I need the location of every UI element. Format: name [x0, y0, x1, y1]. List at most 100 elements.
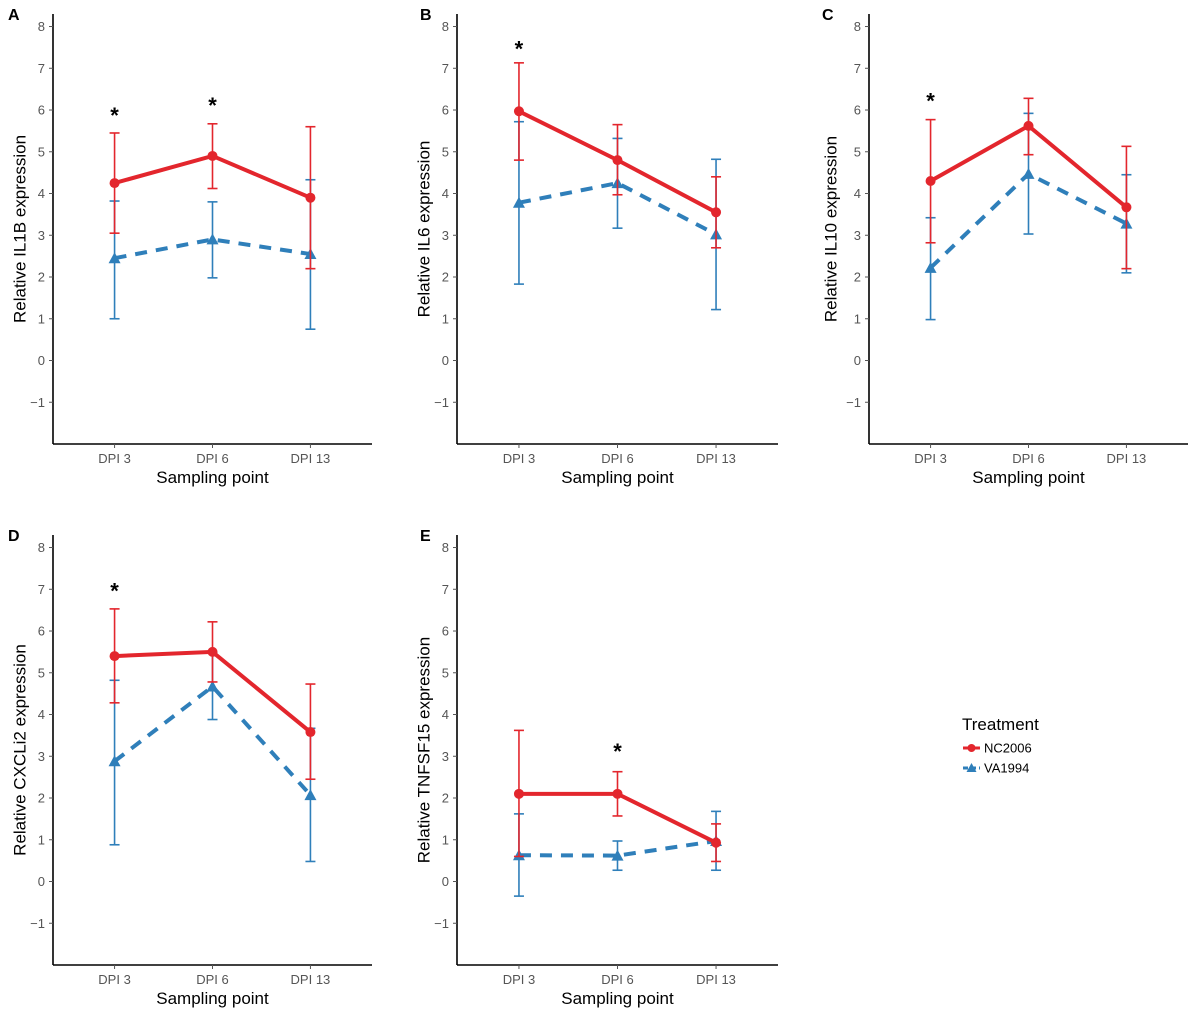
- x-axis-title: Sampling point: [156, 989, 269, 1008]
- panel-a: −1 0 1 2 3 4 5 6 7 8 DPI 3 DPI 6 DPI 13 Sampling poin…: [8, 7, 372, 487]
- y-tick-label: −1: [30, 916, 45, 931]
- y-tick-label: 0: [442, 874, 449, 889]
- y-tick-label: 2: [854, 270, 861, 285]
- y-tick-label: 7: [38, 61, 45, 76]
- panel-letter: C: [822, 7, 834, 24]
- data-point: [206, 680, 219, 692]
- panel-b: −1 0 1 2 3 4 5 6 7 8 DPI 3 DPI 6 DPI 13 Sampling poin…: [414, 7, 778, 487]
- x-tick-label: DPI 6: [1012, 451, 1045, 466]
- y-tick-label: 1: [854, 311, 861, 326]
- x-tick-label: DPI 13: [696, 972, 736, 987]
- data-point: [925, 175, 936, 186]
- series-nc2006: [925, 97, 1132, 270]
- series-nc2006: [109, 122, 316, 270]
- series-va1994: [108, 651, 317, 863]
- y-axis-title: Relative IL1B expression: [10, 135, 29, 323]
- x-axis-title: Sampling point: [156, 468, 269, 487]
- y-tick-label: 3: [442, 749, 449, 764]
- y-tick-label: 2: [442, 270, 449, 285]
- data-point: [109, 178, 120, 189]
- x-axis-title: Sampling point: [972, 468, 1085, 487]
- series-line: [518, 180, 717, 237]
- data-point: [108, 252, 121, 264]
- y-tick-label: −1: [846, 395, 861, 410]
- y-tick-label: 2: [38, 270, 45, 285]
- series-line: [113, 683, 312, 797]
- legend-key-marker: [966, 763, 977, 772]
- y-tick-label: 7: [442, 61, 449, 76]
- data-point: [305, 727, 316, 738]
- x-axis-title: Sampling point: [561, 989, 674, 1008]
- y-tick-label: 7: [854, 61, 861, 76]
- series-nc2006: [109, 608, 316, 781]
- y-tick-label: 3: [38, 228, 45, 243]
- y-tick-label: 7: [442, 582, 449, 597]
- panel-d: −1 0 1 2 3 4 5 6 7 8 DPI 3 DPI 6 DPI 13 Sampling poin…: [8, 528, 372, 1008]
- y-axis-title: Relative TNFSF15 expression: [414, 637, 433, 863]
- x-tick-label: DPI 3: [98, 972, 131, 987]
- data-point: [612, 788, 623, 799]
- y-tick-label: 0: [38, 874, 45, 889]
- data-point: [1121, 202, 1132, 213]
- x-tick-label: DPI 13: [291, 972, 331, 987]
- data-point: [304, 789, 317, 801]
- panel-letter: B: [420, 7, 432, 24]
- y-tick-label: 4: [854, 186, 861, 201]
- y-tick-label: 1: [442, 311, 449, 326]
- y-tick-label: 7: [38, 582, 45, 597]
- panel-e: −1 0 1 2 3 4 5 6 7 8 DPI 3 DPI 6 DPI 13 Sampling poin…: [414, 528, 778, 1008]
- significance-star: *: [515, 36, 524, 61]
- y-tick-label: 6: [442, 103, 449, 118]
- y-tick-label: 4: [442, 707, 449, 722]
- x-tick-label: DPI 6: [601, 972, 634, 987]
- y-axis-title: Relative CXCLi2 expression: [10, 644, 29, 856]
- data-point: [512, 196, 525, 208]
- y-tick-label: 5: [854, 144, 861, 159]
- y-axis-title: Relative IL10 expression: [821, 136, 840, 322]
- series-nc2006: [513, 62, 722, 249]
- series-va1994: [108, 178, 317, 330]
- x-tick-label: DPI 13: [291, 451, 331, 466]
- y-tick-label: 0: [442, 353, 449, 368]
- panel-letter: E: [420, 528, 431, 545]
- y-tick-label: 6: [442, 624, 449, 639]
- data-point: [513, 106, 524, 117]
- x-axis-title: Sampling point: [561, 468, 674, 487]
- data-point: [207, 150, 218, 161]
- x-tick-label: DPI 3: [503, 451, 536, 466]
- y-tick-label: 1: [38, 832, 45, 847]
- panel-letter: A: [8, 7, 20, 24]
- data-point: [711, 207, 722, 218]
- legend-key-marker: [967, 744, 976, 752]
- y-tick-label: 5: [442, 665, 449, 680]
- data-point: [612, 155, 623, 166]
- y-tick-label: 4: [38, 707, 45, 722]
- data-point: [1023, 120, 1034, 131]
- data-point: [207, 646, 218, 657]
- panel-c: −1 0 1 2 3 4 5 6 7 8 DPI 3 DPI 6 DPI 13 Sampling poin…: [821, 7, 1188, 487]
- y-tick-label: −1: [434, 395, 449, 410]
- series-nc2006: [513, 729, 722, 863]
- x-tick-label: DPI 13: [1107, 451, 1147, 466]
- significance-star: *: [613, 739, 622, 764]
- x-tick-label: DPI 6: [196, 451, 229, 466]
- legend-label: NC2006: [984, 741, 1032, 756]
- y-tick-label: −1: [30, 395, 45, 410]
- x-tick-label: DPI 6: [601, 451, 634, 466]
- y-axis-title: Relative IL6 expression: [414, 141, 433, 318]
- x-tick-label: DPI 3: [914, 451, 947, 466]
- y-tick-label: 6: [38, 624, 45, 639]
- y-tick-label: 5: [442, 144, 449, 159]
- y-tick-label: 6: [38, 103, 45, 118]
- data-point: [206, 233, 219, 245]
- data-point: [109, 651, 120, 662]
- data-point: [305, 192, 316, 203]
- data-point: [711, 837, 722, 848]
- y-tick-label: 3: [854, 228, 861, 243]
- y-tick-label: 4: [442, 186, 449, 201]
- series-line: [518, 839, 717, 858]
- y-tick-label: 5: [38, 144, 45, 159]
- y-tick-label: 1: [442, 832, 449, 847]
- y-tick-label: 3: [38, 749, 45, 764]
